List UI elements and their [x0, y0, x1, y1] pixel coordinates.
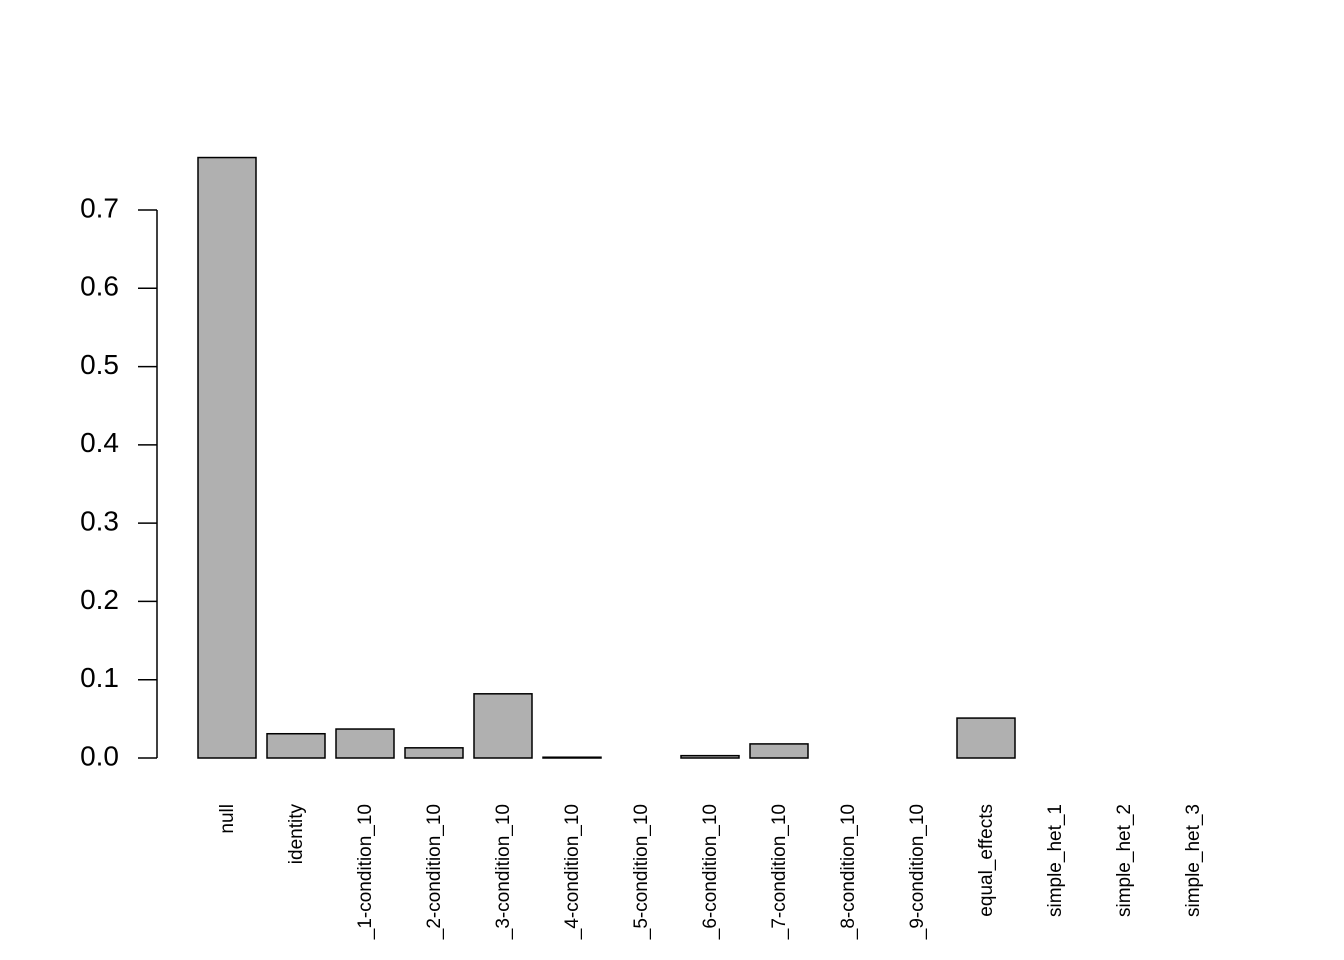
y-tick-label: 0.7 — [80, 192, 119, 223]
x-tick-label: _6-condition_10 — [700, 804, 721, 940]
x-tick-label: _4-condition_10 — [562, 804, 583, 940]
bar — [680, 754, 740, 759]
bar — [542, 756, 602, 759]
x-tick-label: _8-condition_10 — [838, 804, 859, 940]
y-tick-label: 0.4 — [80, 427, 119, 458]
x-tick-label: identity — [286, 804, 307, 865]
y-tick-label: 0.6 — [80, 271, 119, 302]
bar — [335, 728, 395, 759]
x-tick-label: _5-condition_10 — [631, 804, 652, 940]
bar — [404, 747, 464, 759]
y-tick-label: 0.5 — [80, 349, 119, 380]
x-tick-label: null — [217, 804, 238, 834]
bar — [956, 717, 1016, 759]
y-tick-label: 0.2 — [80, 584, 119, 615]
bar — [266, 732, 326, 759]
bar — [749, 743, 809, 759]
y-tick-label: 0.1 — [80, 662, 119, 693]
bar — [197, 156, 257, 759]
y-tick-label: 0.0 — [80, 740, 119, 771]
x-tick-label: simple_het_2 — [1114, 804, 1135, 917]
x-tick-label: equal_effects — [976, 804, 997, 917]
x-tick-label: simple_het_3 — [1183, 804, 1204, 917]
x-tick-label: simple_het_1 — [1045, 804, 1066, 917]
y-tick-label: 0.3 — [80, 506, 119, 537]
x-tick-label: _9-condition_10 — [907, 804, 928, 940]
x-tick-label: _2-condition_10 — [424, 804, 445, 940]
x-tick-label: _7-condition_10 — [769, 804, 790, 940]
bar — [473, 693, 533, 759]
x-tick-label: _1-condition_10 — [355, 804, 376, 940]
x-tick-label: _3-condition_10 — [493, 804, 514, 940]
